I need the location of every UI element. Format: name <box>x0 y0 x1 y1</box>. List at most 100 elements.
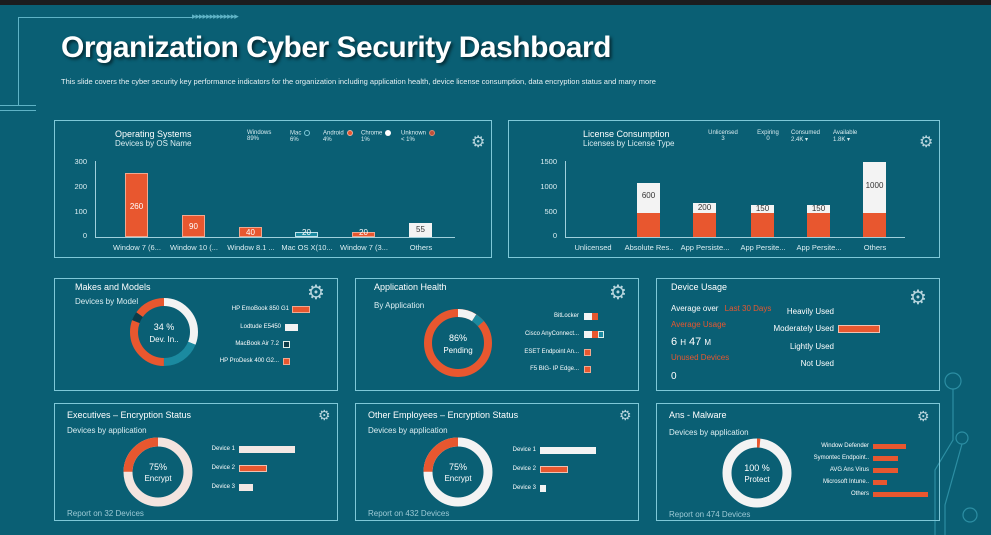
gear-icon[interactable]: ⚙ <box>919 134 934 151</box>
exec-title: Executives – Encryption Status <box>67 410 192 420</box>
bar-absolute-available[interactable]: 600 <box>637 183 660 213</box>
device-bar[interactable] <box>540 466 568 473</box>
device-bar[interactable] <box>239 446 295 453</box>
other-donut[interactable]: 75% Encrypt <box>422 436 494 508</box>
other-subtitle: Devices by application <box>368 426 448 435</box>
legend-mac: Mac 6% <box>290 130 311 143</box>
makes-donut[interactable]: 34 % Dev. In.. <box>129 297 199 367</box>
gear-icon[interactable]: ⚙ <box>917 408 930 424</box>
gear-icon[interactable]: ⚙ <box>609 282 627 304</box>
bar-win10[interactable]: 90 <box>182 215 205 237</box>
gear-icon[interactable]: ⚙ <box>471 134 486 151</box>
license-subtitle: Licenses by License Type <box>583 139 675 148</box>
device-usage-panel: Device Usage ⚙ Average over Last 30 Days… <box>656 278 940 391</box>
gear-icon[interactable]: ⚙ <box>619 407 632 423</box>
bar-app1-available[interactable]: 200 <box>693 203 716 213</box>
app-health-subtitle: By Application <box>374 301 425 310</box>
bar-others-consumed[interactable] <box>863 213 886 237</box>
app-health-title: Application Health <box>374 282 447 292</box>
exec-donut[interactable]: 75% Encrypt <box>122 436 194 508</box>
av-label: Others <box>850 491 869 497</box>
bar-app2-consumed[interactable] <box>751 213 774 237</box>
av-label: Microsoft Intune.. <box>822 479 869 485</box>
malware-subtitle: Devices by application <box>669 428 749 437</box>
malware-panel: Ans - Malware Devices by application ⚙ 1… <box>656 403 940 521</box>
bar-absolute-consumed[interactable] <box>637 213 660 237</box>
makes-title: Makes and Models <box>75 282 151 292</box>
stat-consumed[interactable]: Consumed 2.4K ▾ <box>791 130 821 143</box>
decor-line <box>18 17 193 18</box>
gear-icon[interactable]: ⚙ <box>909 287 927 309</box>
average-over-label: Average over Last 30 Days <box>671 304 772 313</box>
legend-swatch <box>283 358 290 365</box>
makes-subtitle: Devices by Model <box>75 297 139 306</box>
y-tick: 0 <box>552 231 557 240</box>
av-bar[interactable] <box>873 456 898 461</box>
legend-swatch <box>592 313 598 320</box>
bar-win7-32[interactable]: 20 <box>352 228 375 237</box>
y-tick: 0 <box>82 231 87 240</box>
app-health-donut[interactable]: 86% Pending <box>423 308 493 378</box>
svg-text:100 %: 100 % <box>744 463 770 473</box>
y-tick: 1500 <box>540 157 557 166</box>
svg-text:Encrypt: Encrypt <box>444 474 472 483</box>
av-bar[interactable] <box>873 444 906 449</box>
period-link[interactable]: Last 30 Days <box>724 304 772 313</box>
device-bar[interactable] <box>540 447 596 454</box>
decor-arrows: ▸▸▸▸▸▸▸▸▸▸▸▸▸ <box>192 11 239 21</box>
svg-text:75%: 75% <box>449 462 467 472</box>
av-bar[interactable] <box>873 492 928 497</box>
device-label: Device 3 <box>512 485 536 491</box>
av-bar[interactable] <box>873 468 898 473</box>
legend-swatch <box>598 331 604 338</box>
other-footer: Report on 432 Devices <box>368 509 450 518</box>
legend-label: F5 BIG- IP Edge... <box>530 366 579 372</box>
usage-level-label: Heavily Used <box>786 307 834 316</box>
moderately-used-bar[interactable] <box>838 325 880 333</box>
bar-win7-64[interactable]: 260 <box>125 173 148 237</box>
decor-line <box>0 110 36 111</box>
legend-unknown: Unknown < 1% <box>401 130 436 143</box>
circuit-decor <box>934 372 978 535</box>
bar-app3-consumed[interactable] <box>807 213 830 237</box>
device-bar[interactable] <box>239 484 253 491</box>
av-label: AVG Ans Virus <box>829 467 869 473</box>
bar-others-available[interactable]: 1000 <box>863 162 886 213</box>
bar-app1-consumed[interactable] <box>693 213 716 237</box>
legend-swatch <box>283 341 290 348</box>
bar-app2-available[interactable]: 150 <box>751 204 774 213</box>
gear-icon[interactable]: ⚙ <box>307 282 325 304</box>
usage-level-label: Lightly Used <box>789 342 834 351</box>
bar-app3-available[interactable]: 150 <box>807 204 830 213</box>
exec-footer: Report on 32 Devices <box>67 509 144 518</box>
bar-win81[interactable]: 40 <box>239 227 262 237</box>
device-bar[interactable] <box>239 465 267 472</box>
av-label: Symontec Endpoint.. <box>813 455 869 461</box>
x-tick: App Persite... <box>796 243 842 252</box>
x-tick: App Persiste... <box>680 243 730 252</box>
x-tick: Absolute Res.. <box>624 243 674 252</box>
svg-text:Protect: Protect <box>744 475 770 484</box>
exec-subtitle: Devices by application <box>67 426 147 435</box>
device-label: Device 3 <box>211 484 235 490</box>
bar-macos[interactable]: 20 <box>295 228 318 237</box>
bar-others[interactable]: 55 <box>409 223 432 237</box>
chrome-dot-icon <box>385 130 392 136</box>
stat-available[interactable]: Available 1.8K ▾ <box>833 130 858 143</box>
y-tick: 300 <box>74 157 87 166</box>
other-title: Other Employees – Encryption Status <box>368 410 519 420</box>
unused-devices-label: Unused Devices <box>671 353 730 362</box>
y-tick: 200 <box>74 182 87 191</box>
x-tick: Unlicensed <box>574 243 612 252</box>
usage-level-label: Not Used <box>800 359 834 368</box>
device-bar[interactable] <box>540 485 546 492</box>
av-bar[interactable] <box>873 480 887 485</box>
malware-donut[interactable]: 100 % Protect <box>721 437 793 509</box>
avg-usage-value: 6 H 47 M <box>671 336 712 348</box>
x-axis <box>565 237 905 238</box>
gear-icon[interactable]: ⚙ <box>318 407 331 423</box>
y-axis <box>565 161 566 237</box>
os-title: Operating Systems <box>115 129 192 139</box>
legend-label: ESET Endpoint An... <box>524 349 579 355</box>
makes-panel: Makes and Models Devices by Model ⚙ 34 %… <box>54 278 338 391</box>
